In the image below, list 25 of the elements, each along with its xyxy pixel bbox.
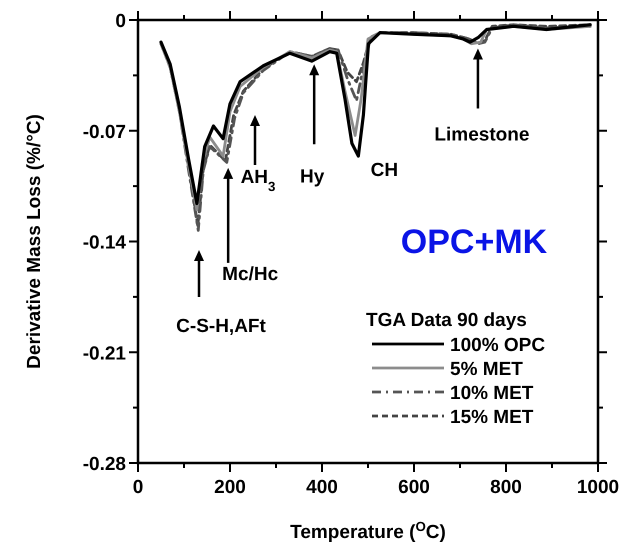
x-tick-label: 600 <box>398 477 430 498</box>
x-tick-label: 200 <box>214 477 246 498</box>
annotation: Mc/Hc <box>222 264 279 285</box>
x-axis-title: Temperature ($^{O}$C) <box>290 518 446 543</box>
legend-label: 10% MET <box>450 383 534 404</box>
x-tick-label: 400 <box>306 477 338 498</box>
annotation: AH$_{3}$ <box>240 167 276 194</box>
annotation: CH <box>370 160 398 182</box>
y-tick-label: -0.14 <box>82 232 126 254</box>
legend-label: 15% MET <box>450 407 534 428</box>
annotation: Hy <box>300 166 325 188</box>
x-tick-label: 0 <box>132 477 144 498</box>
x-tick-label: 1000 <box>576 477 620 498</box>
annotation: OPC+MK <box>400 223 548 261</box>
legend-label: 5% MET <box>450 359 524 380</box>
y-tick-label: -0.21 <box>82 343 126 364</box>
y-tick-label: -0.07 <box>82 122 126 143</box>
y-axis-title: Derivative Mass Loss (%/°C) <box>24 114 45 369</box>
annotation: Limestone <box>434 124 530 146</box>
x-tick-label: 800 <box>490 477 522 498</box>
legend-title: TGA Data 90 days <box>366 310 527 331</box>
legend-label: 100% OPC <box>450 335 546 356</box>
y-tick-label: 0 <box>115 11 126 32</box>
annotation: C-S-H,AFt <box>176 316 267 337</box>
y-tick-label: -0.28 <box>82 454 126 475</box>
